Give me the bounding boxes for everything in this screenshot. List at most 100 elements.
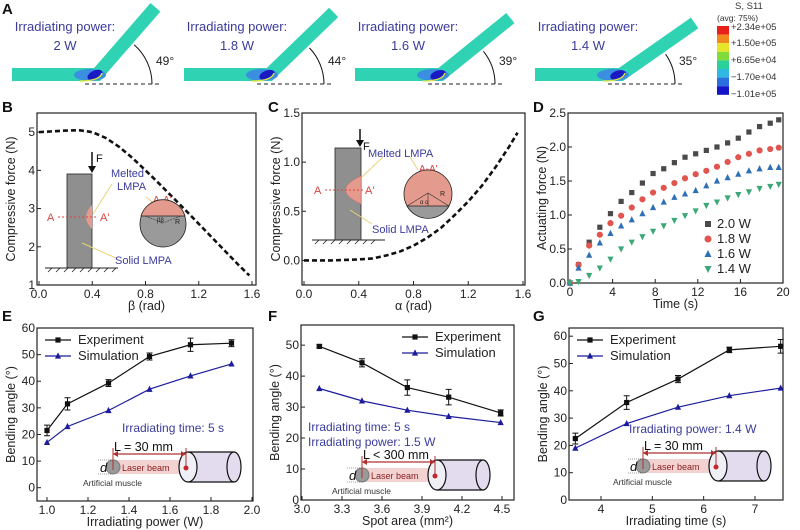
irradiating-power-note: Irradiating power: 1.5 W: [308, 435, 436, 449]
beam-arm: [262, 7, 339, 81]
chart-g: 4 5 6 7 0 10 20 30 40 50 60 Irradiating time (s) Ben…: [536, 327, 784, 528]
data-point-triangle-down: [692, 208, 699, 215]
x-tick-label: 2.0: [244, 503, 261, 517]
panel-label-e: E: [2, 308, 12, 325]
angle-arc-arrow: [309, 47, 325, 85]
x-axis-label: β (rad): [128, 299, 165, 313]
data-point-circle: [596, 231, 603, 238]
data-point-square: [671, 160, 677, 166]
y-tick-label: 0.0: [283, 253, 300, 267]
x-tick-label: 0.0: [31, 287, 48, 301]
data-point-circle: [704, 235, 712, 243]
simulation-panel: Irradiating power: 1.4 W 35°: [535, 17, 699, 85]
angle-label: ββ: [157, 218, 164, 224]
stress-edge: [602, 72, 626, 82]
y-tick-label: 10: [554, 466, 568, 480]
y-axis-label: Bending angle (°): [536, 366, 550, 463]
leader-line: [81, 242, 117, 259]
y-axis-label: Compressive force (N): [269, 136, 283, 261]
x-axis-label: Irradiating power (W): [87, 515, 204, 529]
colorbar-swatch: [717, 26, 729, 35]
laser-beam-label: Laser beam: [122, 463, 170, 473]
panel-label-d: D: [533, 99, 544, 116]
data-point-triangle-up: [596, 239, 603, 246]
y-tick-label: 30: [286, 400, 300, 414]
data-point-square: [778, 343, 784, 349]
data-point-triangle-up: [445, 412, 452, 419]
artificial-muscle-label: Artificial muscle: [332, 486, 391, 496]
angle-arc-arrow: [483, 50, 496, 85]
data-point-circle: [671, 179, 678, 187]
data-point-triangle-up: [572, 444, 579, 451]
data-point-circle: [775, 144, 782, 151]
panel-label-a: A: [2, 1, 13, 18]
series-simulation: [43, 360, 235, 446]
data-point-triangle-down: [628, 239, 635, 246]
melted-label: Melted: [111, 168, 144, 180]
data-point-triangle-up: [607, 229, 614, 236]
radius-label: R: [175, 219, 180, 226]
y-tick-label: 50: [554, 356, 568, 370]
caption-prefix: Irradiating power:: [15, 19, 115, 34]
data-point-square: [714, 144, 720, 150]
leader-line: [92, 183, 113, 215]
x-tick-label: 20: [776, 285, 790, 299]
data-point-triangle-up: [775, 163, 782, 170]
leader-line: [349, 209, 373, 225]
y-tick-label: 0: [28, 481, 35, 495]
series-1.4w: [566, 181, 782, 287]
x-tick-label: 8: [652, 285, 659, 299]
inset-laser-e: Irradiating time: 5 s L = 30 mm d Laser …: [83, 421, 242, 488]
data-point-square: [776, 117, 782, 123]
data-point-triangle-up: [649, 203, 657, 211]
cylinder-end: [226, 451, 242, 483]
data-point-square: [55, 337, 61, 343]
x-tick-label: 6: [700, 502, 707, 516]
data-point-square: [64, 401, 71, 407]
panel-label-c: C: [268, 99, 279, 116]
y-tick-label: 5: [28, 125, 35, 139]
melted-lmpa-label: Melted LMPA: [368, 148, 434, 160]
laser-beam-band: [113, 460, 188, 474]
x-tick-label: 4: [598, 502, 605, 516]
data-point-triangle-down: [735, 192, 742, 199]
data-point-square: [682, 154, 688, 160]
data-point-triangle-up: [575, 264, 582, 271]
x-tick-label: 1.6: [515, 287, 532, 301]
section-label-a-prime: A': [100, 212, 109, 224]
data-point-triangle-up: [316, 384, 323, 392]
legend-label: Experiment: [78, 332, 144, 347]
colorbar-swatch: [717, 43, 729, 52]
data-point-triangle-up: [187, 372, 194, 379]
caption-prefix: Irradiating power:: [358, 19, 458, 34]
y-axis-label: Bending angle (°): [4, 366, 18, 463]
y-tick-label: 0.5: [283, 204, 300, 218]
data-point-triangle-down: [724, 195, 731, 202]
irradiating-power-note: Irradiating power: 1.4 W: [629, 422, 757, 436]
colorbar: S, S11 (avg: 75%) +2.34e+05 +1.50e+05 +6…: [717, 1, 776, 100]
data-point-circle: [735, 154, 742, 161]
x-tick-label: 0.8: [137, 287, 154, 301]
data-point-square: [412, 334, 418, 340]
angle-lines: [144, 215, 182, 224]
data-point-triangle-up: [105, 406, 112, 414]
data-point-circle: [692, 171, 699, 178]
data-point-circle: [703, 167, 710, 174]
data-point-triangle-up: [726, 392, 733, 399]
x-tick-label: 4.5: [494, 502, 511, 516]
x-tick-label: 1.6: [244, 287, 261, 301]
colorbar-title: S, S11: [735, 1, 763, 12]
colorbar-label: −1.01e+05: [731, 89, 776, 100]
stress-edge: [79, 72, 103, 82]
data-point-triangle-up: [623, 419, 630, 427]
x-tick-label: 1.4: [121, 503, 138, 517]
x-tick-label: 3.6: [374, 502, 391, 516]
data-point-square: [661, 166, 667, 172]
plot-frame: [300, 324, 515, 501]
data-point-triangle-down: [566, 280, 574, 287]
x-tick-label: 16: [734, 285, 748, 299]
data-point-circle: [639, 196, 646, 203]
data-point-triangle-up: [724, 174, 731, 181]
data-point-circle: [586, 242, 593, 249]
